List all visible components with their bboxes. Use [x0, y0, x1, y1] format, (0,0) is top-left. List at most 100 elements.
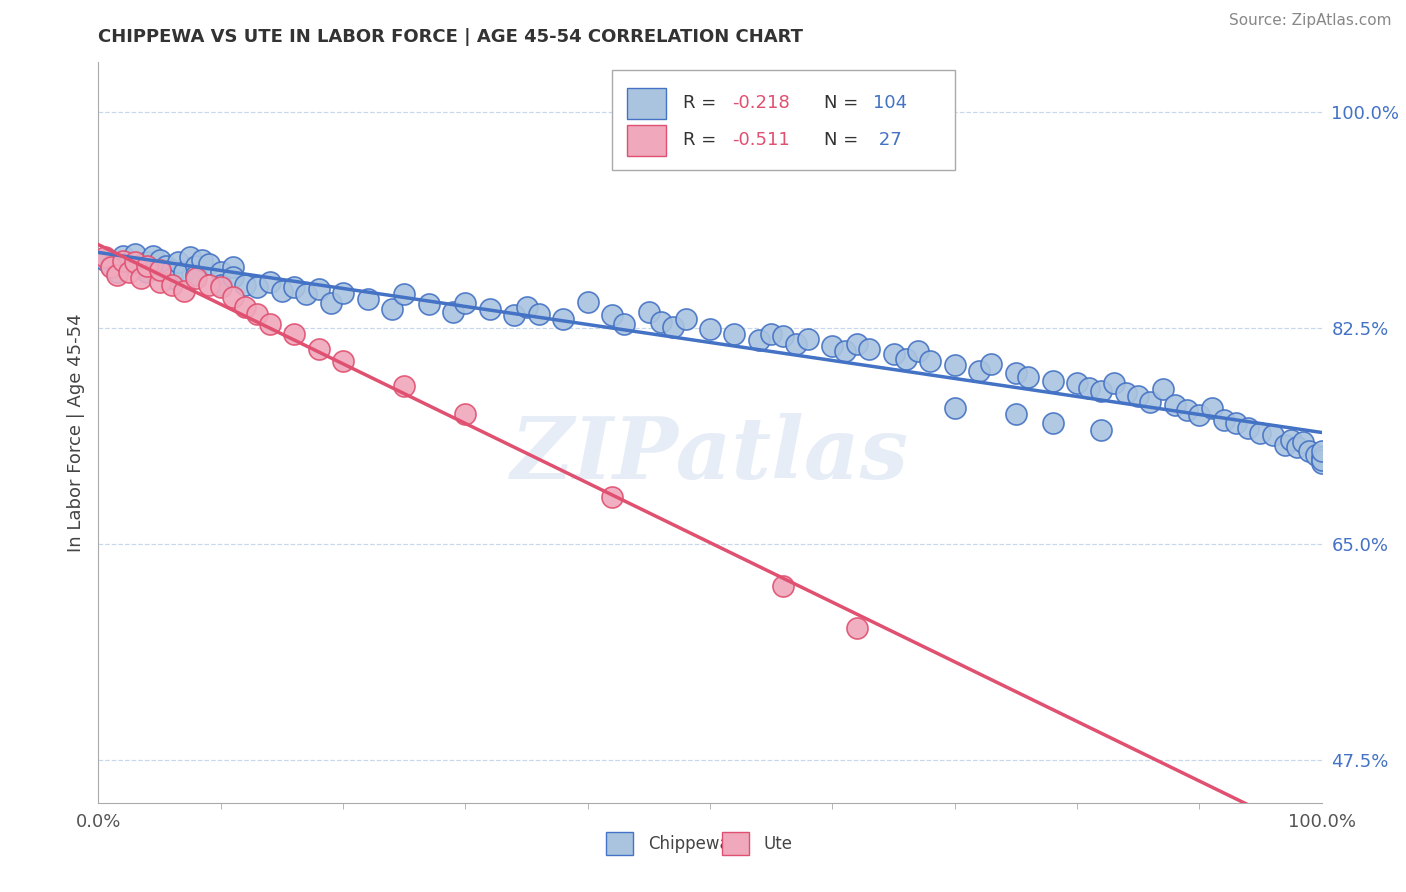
Point — [858, 342, 880, 356]
Point — [907, 344, 929, 359]
Point — [454, 296, 477, 310]
Point — [233, 277, 256, 292]
FancyBboxPatch shape — [612, 70, 955, 169]
Point — [980, 357, 1002, 371]
Point — [160, 277, 183, 292]
Point — [246, 307, 269, 321]
Point — [1310, 457, 1333, 471]
Point — [1310, 450, 1333, 465]
Point — [270, 284, 294, 298]
Point — [222, 290, 245, 304]
Point — [1279, 433, 1302, 447]
Point — [1305, 448, 1327, 462]
Point — [1017, 370, 1039, 384]
Bar — [606, 831, 633, 855]
Point — [650, 315, 672, 329]
Point — [283, 280, 305, 294]
Point — [105, 265, 128, 279]
Point — [600, 309, 623, 323]
Text: -0.218: -0.218 — [733, 95, 790, 112]
Point — [308, 342, 330, 356]
Point — [834, 344, 856, 359]
Point — [576, 294, 599, 309]
Point — [142, 249, 165, 263]
Point — [1078, 381, 1101, 395]
Point — [332, 354, 354, 368]
Point — [1152, 383, 1174, 397]
Text: CHIPPEWA VS UTE IN LABOR FORCE | AGE 45-54 CORRELATION CHART: CHIPPEWA VS UTE IN LABOR FORCE | AGE 45-… — [98, 28, 803, 45]
Point — [845, 621, 868, 635]
Point — [1274, 438, 1296, 452]
Point — [319, 296, 342, 310]
Point — [418, 297, 440, 311]
Point — [160, 271, 183, 285]
Point — [197, 256, 219, 270]
Point — [197, 277, 219, 292]
Point — [259, 275, 281, 289]
Point — [821, 339, 844, 353]
Text: R =: R = — [683, 131, 723, 149]
Point — [332, 286, 354, 301]
Bar — [627, 125, 666, 156]
Text: N =: N = — [824, 95, 863, 112]
Point — [943, 401, 966, 415]
Point — [1310, 452, 1333, 467]
Point — [1310, 444, 1333, 458]
Point — [233, 300, 256, 314]
Point — [503, 309, 526, 323]
Point — [308, 283, 330, 297]
Point — [797, 332, 820, 346]
Point — [167, 255, 190, 269]
Point — [173, 265, 195, 279]
Point — [613, 317, 636, 331]
Text: N =: N = — [824, 131, 863, 149]
Point — [1201, 401, 1223, 415]
Point — [283, 326, 305, 341]
Point — [1164, 399, 1187, 413]
Point — [259, 317, 281, 331]
Text: 104: 104 — [873, 95, 907, 112]
Point — [1188, 409, 1211, 423]
Point — [149, 275, 172, 289]
Point — [111, 249, 134, 263]
Point — [454, 407, 477, 421]
Point — [118, 265, 141, 279]
Point — [1286, 441, 1309, 455]
Point — [772, 579, 794, 593]
Point — [772, 329, 794, 343]
Point — [129, 258, 152, 272]
Point — [675, 312, 697, 326]
Point — [1102, 376, 1125, 391]
Point — [1090, 423, 1112, 437]
Point — [295, 287, 318, 301]
Point — [179, 251, 201, 265]
Point — [1139, 394, 1161, 409]
Point — [1249, 425, 1271, 440]
Point — [1237, 420, 1260, 434]
Point — [600, 490, 623, 504]
Point — [662, 319, 685, 334]
Point — [392, 287, 416, 301]
Point — [209, 265, 232, 279]
Point — [748, 333, 770, 347]
Point — [1292, 435, 1315, 450]
Point — [124, 246, 146, 260]
Point — [527, 307, 550, 321]
Point — [637, 304, 661, 318]
Point — [1115, 386, 1137, 401]
Point — [155, 259, 177, 273]
Point — [136, 255, 159, 269]
Point — [1298, 444, 1320, 458]
Point — [894, 351, 917, 366]
Point — [699, 322, 721, 336]
Text: -0.511: -0.511 — [733, 131, 790, 149]
Point — [1090, 384, 1112, 398]
Point — [136, 259, 159, 273]
Point — [100, 260, 122, 275]
Y-axis label: In Labor Force | Age 45-54: In Labor Force | Age 45-54 — [66, 313, 84, 552]
Bar — [723, 831, 749, 855]
Point — [160, 262, 183, 277]
Point — [209, 277, 232, 292]
Point — [222, 260, 245, 275]
Point — [1225, 416, 1247, 430]
